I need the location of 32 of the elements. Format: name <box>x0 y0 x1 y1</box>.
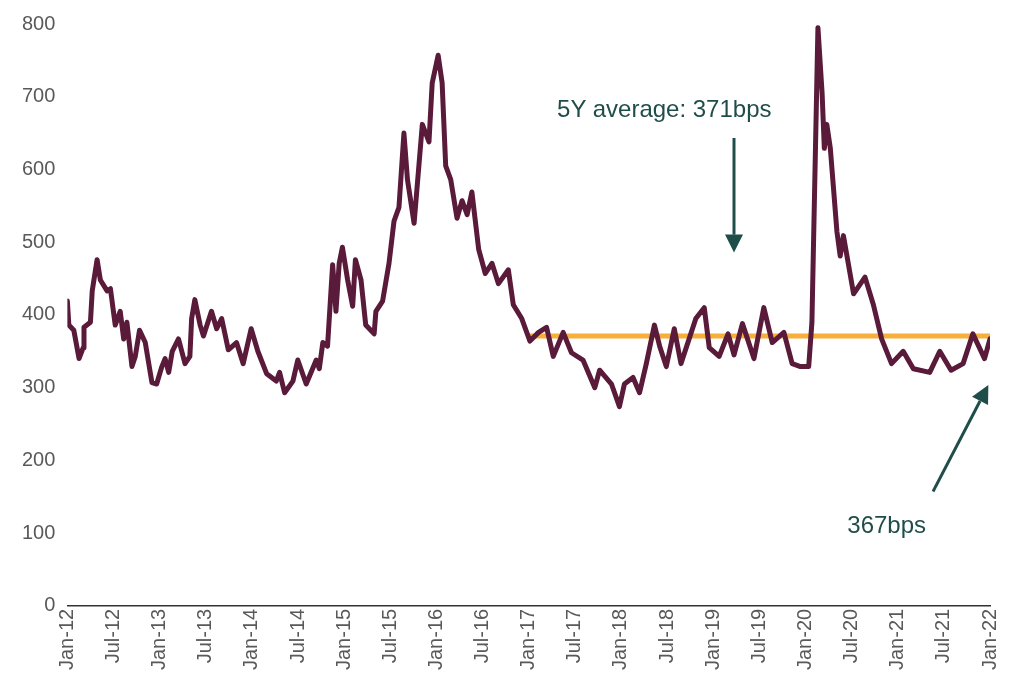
x-tick-label: Jul-15 <box>377 608 400 664</box>
x-tick-label: Jan-16 <box>423 608 446 670</box>
x-tick-label: Jan-12 <box>54 608 77 670</box>
x-tick-label: Jan-18 <box>608 608 631 670</box>
y-tick-label: 600 <box>21 156 56 179</box>
x-tick-label: Jul-16 <box>470 608 493 664</box>
x-tick-label: Jan-20 <box>792 608 815 670</box>
y-tick-label: 500 <box>21 229 56 252</box>
x-tick-label: Jan-19 <box>700 608 723 670</box>
x-tick-label: Jul-19 <box>746 608 769 664</box>
y-tick-label: 700 <box>21 84 56 107</box>
x-tick-label: Jan-17 <box>516 608 539 670</box>
y-tick-label: 100 <box>21 520 56 543</box>
x-tick-label: Jul-13 <box>193 608 216 664</box>
x-tick-label: Jul-21 <box>931 608 954 664</box>
x-tick-label: Jul-12 <box>101 608 124 664</box>
x-tick-label: Jan-14 <box>239 608 262 670</box>
y-tick-label: 0 <box>44 593 56 616</box>
x-tick-label: Jul-14 <box>285 608 308 664</box>
x-tick-label: Jan-15 <box>331 608 354 670</box>
y-tick-label: 800 <box>21 11 56 34</box>
x-tick-label: Jan-13 <box>147 608 170 670</box>
x-tick-label: Jan-21 <box>885 608 908 670</box>
x-tick-label: Jan-22 <box>977 608 1000 670</box>
annotation: 367bps <box>847 511 927 539</box>
y-tick-label: 300 <box>21 375 56 398</box>
x-tick-label: Jul-17 <box>562 608 585 664</box>
x-tick-label: Jul-18 <box>654 608 677 664</box>
y-tick-label: 200 <box>21 447 56 470</box>
annotation: 5Y average: 371bps <box>557 95 772 123</box>
y-tick-label: 400 <box>21 302 56 325</box>
x-tick-label: Jul-20 <box>839 608 862 664</box>
